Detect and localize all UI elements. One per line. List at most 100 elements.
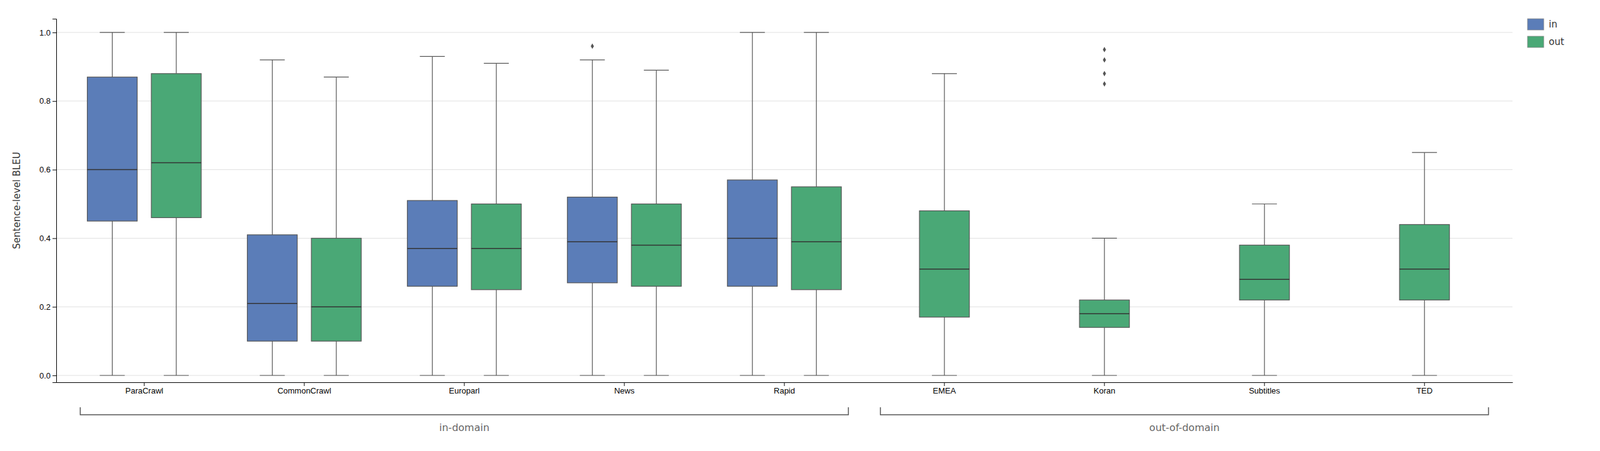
tick-label: 0.6 (39, 165, 51, 175)
box-body (247, 235, 298, 342)
whisker (175, 32, 177, 74)
whisker-cap (323, 76, 349, 78)
legend-label: out (1548, 36, 1565, 48)
median (1079, 313, 1130, 315)
box-body (151, 73, 202, 219)
whisker (1103, 238, 1105, 300)
x-axis: ParaCrawlCommonCrawlEuroparlNewsRapidEME… (56, 382, 1514, 396)
whisker (816, 32, 817, 187)
tick: 0.4 (39, 233, 57, 244)
box-body (471, 203, 522, 290)
chart: 0.00.20.40.60.81.0ParaCrawlCommonCrawlEu… (0, 0, 1600, 451)
annotation: out-of-domain (1149, 421, 1220, 434)
whisker-cap (420, 56, 445, 57)
whisker (591, 60, 593, 198)
whisker-cap (643, 70, 669, 71)
box (919, 73, 970, 376)
box (1399, 152, 1450, 376)
box (631, 70, 682, 376)
whisker (656, 70, 657, 204)
tick: Koran (1093, 382, 1116, 396)
legend-item: in (1527, 18, 1558, 30)
median (407, 248, 458, 250)
outlier (1103, 57, 1107, 64)
median (247, 303, 298, 305)
median (1399, 268, 1450, 270)
box-body (1079, 300, 1130, 328)
tick-label: Subtitles (1248, 386, 1280, 396)
grid-line (56, 375, 1513, 377)
tick-label: 0.2 (39, 302, 51, 312)
tick-label: 0.0 (39, 371, 51, 381)
tick-label: Europarl (448, 386, 480, 396)
whisker (496, 63, 497, 204)
whisker-cap (483, 63, 509, 64)
grid-line (56, 100, 1513, 102)
whisker (431, 286, 433, 376)
median (311, 306, 362, 308)
whisker-cap (420, 375, 445, 376)
whisker-cap (100, 375, 125, 376)
whisker (751, 286, 753, 376)
tick-label: Rapid (773, 386, 795, 396)
bracket-line (80, 407, 849, 415)
grid-line (56, 169, 1513, 170)
grid (56, 32, 1513, 376)
tick-mark (52, 375, 57, 377)
whisker-cap (1251, 375, 1277, 376)
whisker-cap (1091, 375, 1117, 376)
whisker-cap (1411, 375, 1437, 376)
whisker-cap (740, 31, 765, 33)
whisker (335, 76, 337, 239)
whisker (591, 283, 593, 376)
tick: News (614, 382, 635, 396)
tick: Subtitles (1248, 382, 1280, 396)
whisker-cap (163, 375, 189, 376)
whisker-cap (260, 375, 285, 376)
tick-label: 1.0 (39, 28, 51, 38)
box (311, 76, 362, 376)
median (87, 169, 138, 171)
box-body (919, 210, 970, 317)
median (631, 245, 682, 247)
box (87, 32, 138, 376)
tick-mark (623, 382, 625, 387)
grid-line (56, 31, 1513, 33)
box (151, 32, 202, 376)
whisker-cap (580, 59, 605, 60)
whisker (1103, 327, 1105, 376)
whisker-cap (163, 31, 189, 33)
whisker (175, 217, 177, 376)
whisker-cap (643, 375, 669, 376)
bracket: out-of-domain (880, 407, 1489, 434)
whisker-cap (483, 375, 509, 376)
box (791, 32, 842, 376)
plot: 0.00.20.40.60.81.0ParaCrawlCommonCrawlEu… (11, 18, 1565, 434)
box-body (1239, 245, 1290, 300)
tick-mark (52, 306, 57, 308)
tick: EMEA (933, 382, 957, 396)
outlier (590, 43, 594, 50)
whisker (816, 290, 817, 376)
tick-mark (52, 170, 57, 171)
whisker-cap (580, 375, 605, 376)
marks (87, 32, 1450, 376)
tick-label: News (614, 386, 635, 396)
tick: 0.8 (39, 96, 57, 106)
whisker (656, 286, 657, 376)
whisker-cap (931, 375, 957, 376)
whisker-cap (931, 73, 957, 74)
box (1239, 203, 1290, 376)
tick: CommonCrawl (277, 382, 332, 396)
y-axis: 0.0 0.2 0.4 0.6 0.8 1.0 (39, 19, 57, 384)
tick: 1.0 (39, 28, 57, 38)
whisker (1264, 203, 1265, 245)
box-body (311, 238, 362, 342)
legend-swatch (1527, 18, 1544, 30)
tick-mark (52, 101, 57, 102)
whisker-cap (740, 375, 765, 376)
annotation: in-domain (439, 421, 490, 434)
tick: 0.6 (39, 165, 57, 175)
whisker (431, 56, 433, 201)
tick-mark (52, 32, 57, 34)
